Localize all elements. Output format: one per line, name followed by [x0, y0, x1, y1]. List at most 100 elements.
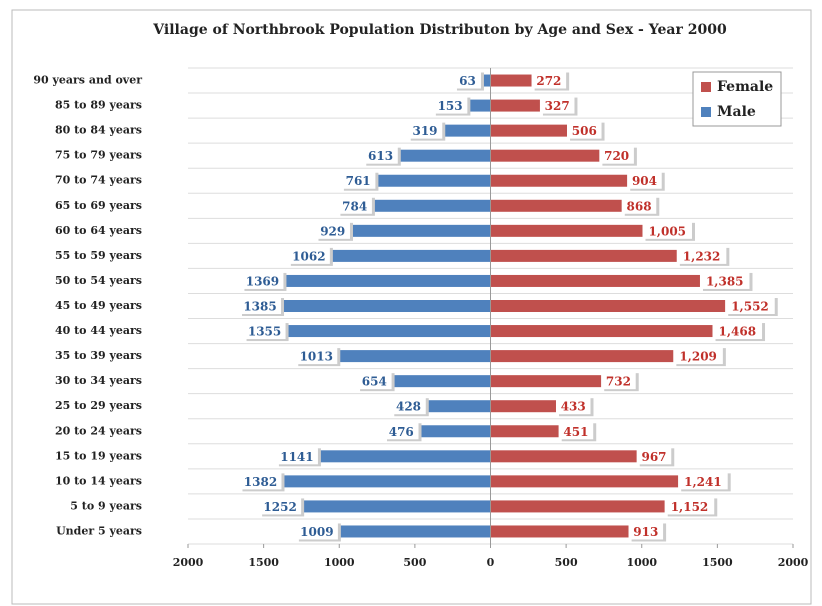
bar	[281, 475, 491, 488]
label-box	[621, 195, 657, 214]
bar	[391, 375, 491, 388]
y-tick-label: 90 years and over	[33, 74, 142, 87]
bar	[490, 425, 559, 438]
label-box	[642, 220, 693, 239]
x-tick-label: 1500	[248, 556, 279, 569]
label-box	[712, 321, 763, 340]
x-tick-label: 500	[403, 556, 426, 569]
x-tick-label: 1500	[702, 556, 733, 569]
data-label: 319	[412, 124, 437, 138]
data-label: 1,209	[679, 350, 717, 364]
y-tick-label: 50 to 54 years	[55, 274, 142, 287]
bar	[467, 99, 491, 112]
label-box	[676, 245, 727, 264]
label-box	[601, 371, 636, 390]
data-label: 1,152	[671, 500, 709, 514]
label-box	[664, 496, 715, 515]
y-tick-label: 55 to 59 years	[55, 249, 142, 262]
bar	[425, 400, 491, 413]
legend-swatch	[701, 82, 711, 92]
bar	[490, 450, 637, 463]
bar	[490, 500, 665, 513]
x-tick-label: 0	[487, 556, 495, 569]
y-tick-label: 60 to 64 years	[55, 224, 142, 237]
y-tick-label: 5 to 9 years	[70, 499, 142, 512]
bar	[329, 249, 491, 262]
bar	[349, 224, 491, 237]
y-tick-label: 45 to 49 years	[55, 299, 142, 312]
bar	[490, 249, 677, 262]
data-label: 506	[572, 124, 597, 138]
label-box	[340, 170, 376, 189]
data-label: 732	[606, 375, 631, 389]
x-tick-label: 2000	[778, 556, 809, 569]
data-label: 1,241	[684, 475, 722, 489]
bar	[371, 199, 491, 212]
x-tick-label: 500	[555, 556, 578, 569]
bar	[490, 400, 556, 413]
data-label: 929	[320, 224, 345, 238]
data-label: 1,468	[718, 325, 756, 339]
y-tick-label: 80 to 84 years	[55, 124, 142, 137]
bar	[490, 149, 600, 162]
chart-title: Village of Northbrook Population Distrib…	[152, 22, 727, 38]
y-tick-label: 30 to 34 years	[55, 374, 142, 387]
legend-label: Male	[717, 104, 756, 120]
y-tick-label: 75 to 79 years	[55, 149, 142, 162]
label-box	[295, 521, 338, 540]
y-tick-label: 65 to 69 years	[55, 199, 142, 212]
label-box	[295, 346, 338, 365]
bar	[490, 375, 602, 388]
bar	[375, 174, 491, 187]
label-box	[407, 120, 443, 139]
y-tick-label: 40 to 44 years	[55, 324, 142, 337]
bar	[490, 475, 679, 488]
bar	[490, 99, 540, 112]
label-box	[259, 496, 302, 515]
bar	[301, 500, 491, 513]
data-label: 904	[632, 174, 657, 188]
data-label: 153	[438, 99, 463, 113]
bar	[317, 450, 491, 463]
bar	[490, 350, 674, 363]
bar	[490, 274, 700, 287]
legend-label: Female	[717, 79, 773, 95]
bar	[397, 149, 491, 162]
label-box	[531, 70, 567, 89]
label-box	[315, 220, 350, 239]
label-box	[363, 145, 398, 164]
label-box	[599, 145, 634, 164]
label-box	[287, 245, 330, 264]
data-label: 1369	[246, 274, 279, 288]
data-label: 654	[362, 375, 387, 389]
x-tick-label: 1000	[324, 556, 355, 569]
data-label: 476	[389, 425, 414, 439]
label-box	[357, 371, 392, 390]
label-box	[391, 396, 426, 415]
label-box	[555, 396, 591, 415]
data-label: 613	[368, 149, 393, 163]
bar	[490, 300, 726, 312]
bar	[442, 124, 491, 137]
data-label: 1013	[300, 350, 333, 364]
y-tick-label: 25 to 29 years	[55, 399, 142, 412]
label-box	[453, 70, 481, 89]
data-label: 1252	[263, 500, 296, 514]
label-box	[627, 170, 662, 189]
data-label: 1355	[248, 325, 281, 339]
label-box	[243, 321, 286, 340]
data-label: 1,005	[648, 224, 686, 238]
label-box	[678, 471, 728, 490]
bar	[490, 74, 532, 87]
y-tick-label: 10 to 14 years	[55, 474, 142, 487]
bar	[285, 325, 491, 338]
data-label: 1062	[292, 249, 325, 263]
y-tick-label: 35 to 39 years	[55, 349, 142, 362]
data-label: 967	[641, 450, 666, 464]
label-box	[384, 421, 419, 440]
data-label: 720	[604, 149, 629, 163]
data-label: 451	[563, 425, 588, 439]
y-tick-label: 20 to 24 years	[55, 424, 142, 437]
data-label: 433	[561, 400, 586, 414]
data-label: 272	[536, 74, 561, 88]
